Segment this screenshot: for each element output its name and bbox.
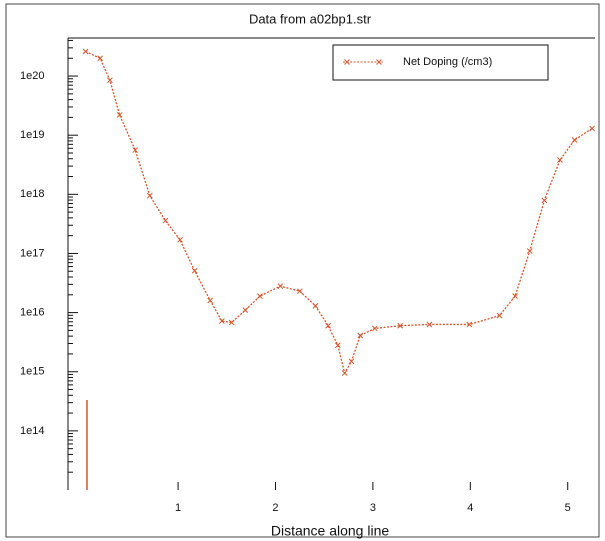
data-marker: [82, 48, 89, 55]
data-marker: [132, 147, 139, 153]
data-marker: [242, 307, 249, 313]
legend-label: Net Doping (/cm3): [403, 56, 492, 68]
legend-marker: [376, 59, 382, 65]
chart-title: Data from a02bp1.str: [249, 11, 372, 26]
x-tick-label: 1: [175, 502, 181, 514]
data-marker: [512, 293, 518, 299]
data-marker: [162, 217, 169, 224]
data-marker: [207, 297, 214, 304]
data-marker: [296, 288, 303, 295]
data-marker: [97, 55, 103, 62]
data-marker: [277, 283, 284, 290]
x-tick-label: 4: [467, 502, 473, 514]
y-tick-label: 1e15: [20, 366, 44, 378]
data-marker: [177, 236, 183, 243]
data-marker: [426, 321, 433, 328]
data-marker: [146, 192, 153, 199]
data-marker: [589, 125, 595, 132]
data-marker: [107, 77, 113, 84]
x-tick-label: 3: [370, 502, 376, 514]
data-marker: [191, 267, 198, 274]
y-tick-label: 1e17: [20, 247, 44, 259]
data-marker: [496, 312, 503, 319]
x-tick-label: 5: [565, 502, 571, 514]
data-marker: [557, 157, 563, 163]
data-line: [85, 50, 593, 375]
y-tick-label: 1e20: [20, 70, 44, 82]
data-marker: [466, 321, 473, 328]
data-marker: [228, 319, 235, 326]
y-tick-label: 1e14: [20, 425, 44, 437]
y-tick-label: 1e19: [20, 129, 44, 141]
panel-frame: [5, 3, 600, 538]
data-marker: [541, 197, 548, 204]
data-marker: [348, 358, 355, 365]
data-marker: [312, 303, 319, 309]
y-tick-label: 1e16: [20, 306, 44, 318]
data-marker: [371, 325, 378, 332]
data-marker: [116, 112, 123, 118]
data-marker: [357, 332, 364, 339]
data-marker: [397, 322, 404, 329]
data-marker: [526, 248, 533, 254]
data-marker: [341, 370, 348, 376]
legend-marker: [344, 59, 350, 65]
x-tick-label: 2: [272, 502, 278, 514]
y-tick-label: 1e18: [20, 188, 44, 200]
data-marker: [571, 137, 578, 143]
data-marker: [219, 318, 225, 324]
data-marker: [325, 322, 331, 329]
data-marker: [334, 342, 341, 349]
data-marker: [257, 293, 263, 299]
x-axis-label: Distance along line: [271, 523, 390, 539]
